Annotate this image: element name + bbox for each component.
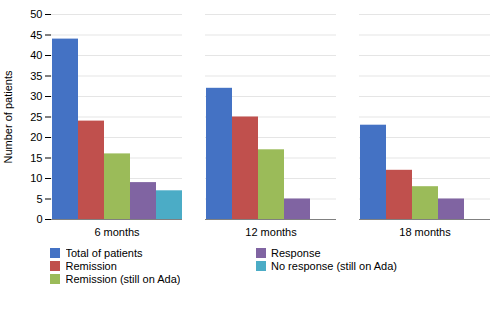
svg-text:12 months: 12 months (245, 226, 297, 238)
svg-text:Number of patients: Number of patients (2, 70, 14, 163)
svg-text:18 months: 18 months (399, 226, 451, 238)
svg-text:25: 25 (30, 111, 42, 123)
svg-text:30: 30 (30, 90, 42, 102)
svg-text:15: 15 (30, 152, 42, 164)
html-text:Response: Response (271, 247, 321, 259)
html-text:Total of patients: Total of patients (65, 247, 143, 259)
svg-text:45: 45 (30, 29, 42, 41)
svg-text:10: 10 (30, 172, 42, 184)
svg-text:35: 35 (30, 70, 42, 82)
svg-text:40: 40 (30, 49, 42, 61)
svg-text:5: 5 (36, 193, 42, 205)
html-text:Remission (still on Ada): Remission (still on Ada) (65, 273, 181, 285)
svg-text:6 months: 6 months (94, 226, 140, 238)
svg-text:50: 50 (30, 8, 42, 20)
html-text:Remission: Remission (65, 260, 117, 272)
html-text:No response (still on Ada): No response (still on Ada) (271, 260, 397, 272)
svg-text:20: 20 (30, 131, 42, 143)
svg-text:0: 0 (36, 213, 42, 225)
